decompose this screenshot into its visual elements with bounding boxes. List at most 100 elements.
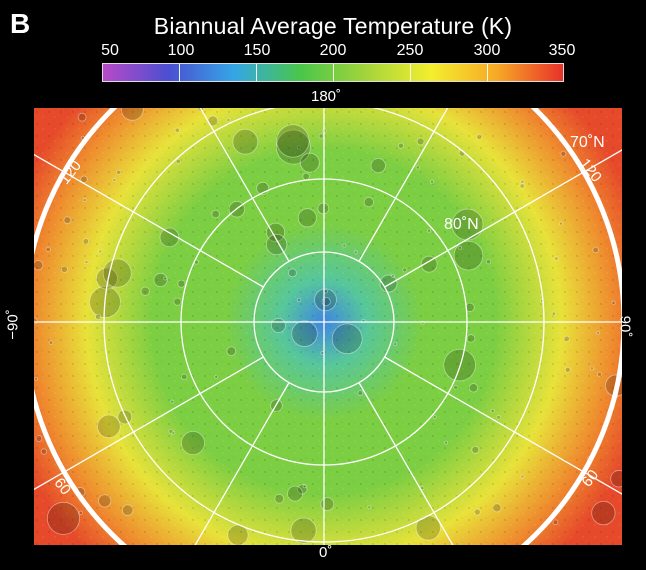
lat-label-70n: 70˚N	[570, 134, 605, 151]
panel-label: B	[10, 8, 31, 39]
crater	[297, 208, 317, 228]
crater	[297, 484, 308, 495]
crater	[211, 209, 220, 219]
crater	[473, 508, 481, 516]
crater	[416, 137, 425, 146]
map-svg	[34, 108, 622, 545]
meridian-line	[194, 382, 290, 545]
crater	[98, 249, 103, 254]
terrain-texture	[34, 108, 622, 545]
crater	[180, 431, 205, 456]
crater	[443, 348, 476, 382]
crater	[342, 243, 347, 248]
lon-label-180: 180˚	[311, 88, 342, 105]
crater	[112, 178, 117, 182]
crater	[117, 409, 133, 425]
crater	[314, 288, 337, 312]
crater	[415, 165, 420, 170]
crater	[321, 297, 331, 307]
crater	[102, 258, 132, 288]
crater	[610, 470, 622, 488]
colorbar-tick-250: 250	[396, 42, 424, 59]
crater	[520, 179, 525, 184]
crater	[476, 134, 483, 141]
colorbar-tick-350: 350	[548, 42, 576, 59]
crater	[429, 179, 435, 184]
crater	[353, 250, 358, 255]
crater	[296, 297, 302, 303]
crater	[168, 428, 174, 434]
crater	[291, 320, 318, 347]
lon-label-90: 90˚	[616, 315, 634, 338]
crater	[266, 222, 286, 242]
crater	[34, 317, 38, 325]
crater	[458, 245, 463, 250]
crater	[302, 172, 310, 181]
crater	[485, 259, 492, 265]
crater	[287, 485, 303, 502]
crater	[170, 399, 175, 404]
crater	[596, 330, 601, 335]
crater	[48, 340, 54, 345]
colorbar-divider	[256, 64, 257, 81]
crater	[560, 150, 567, 157]
crater	[275, 129, 311, 165]
crater	[468, 383, 479, 393]
crater	[453, 240, 484, 271]
crater	[591, 500, 616, 526]
colorbar-title: Biannual Average Temperature (K)	[153, 13, 513, 39]
crater	[82, 198, 87, 202]
colorbar-divider	[410, 64, 411, 81]
crater	[63, 216, 72, 225]
crater	[296, 145, 301, 150]
crater	[46, 501, 80, 535]
meridian-line	[199, 108, 290, 262]
meridian-line	[384, 149, 622, 288]
crater	[84, 260, 89, 265]
crater	[299, 152, 320, 173]
meridian-line	[34, 153, 264, 288]
crater	[490, 408, 495, 413]
crater	[592, 246, 599, 254]
crater	[379, 274, 398, 293]
crater	[471, 445, 480, 454]
crater	[519, 183, 525, 189]
colorbar-divider	[179, 64, 180, 81]
crater	[559, 221, 563, 226]
crater	[520, 474, 525, 479]
crater	[320, 497, 335, 511]
crater	[564, 366, 571, 373]
crater	[78, 510, 83, 515]
crater	[370, 158, 386, 174]
crater	[163, 276, 168, 281]
crater	[453, 385, 458, 390]
crater	[492, 503, 502, 513]
crater	[563, 335, 570, 342]
colorbar-tick-150: 150	[243, 42, 271, 59]
crater	[45, 246, 51, 253]
crater	[393, 342, 398, 347]
crater	[554, 256, 559, 261]
crater	[77, 112, 87, 122]
crater	[363, 197, 374, 208]
crater	[397, 142, 404, 149]
crater	[276, 124, 310, 158]
meridian-line	[358, 382, 454, 545]
crater	[420, 255, 438, 273]
crater	[97, 414, 121, 439]
crater	[34, 376, 39, 381]
crater	[302, 484, 307, 489]
crater	[318, 133, 324, 139]
crater	[432, 415, 437, 419]
crater	[611, 300, 616, 305]
colorbar-tick-300: 300	[473, 42, 501, 59]
crater	[323, 289, 328, 294]
lon-label-minus-90: −90˚	[4, 309, 22, 340]
crater	[589, 366, 594, 371]
meridian-line	[34, 356, 264, 491]
meridian-line	[358, 108, 449, 262]
crater	[121, 504, 134, 516]
crater	[226, 118, 231, 122]
colorbar-tick-50: 50	[101, 42, 119, 59]
crater	[226, 346, 237, 356]
